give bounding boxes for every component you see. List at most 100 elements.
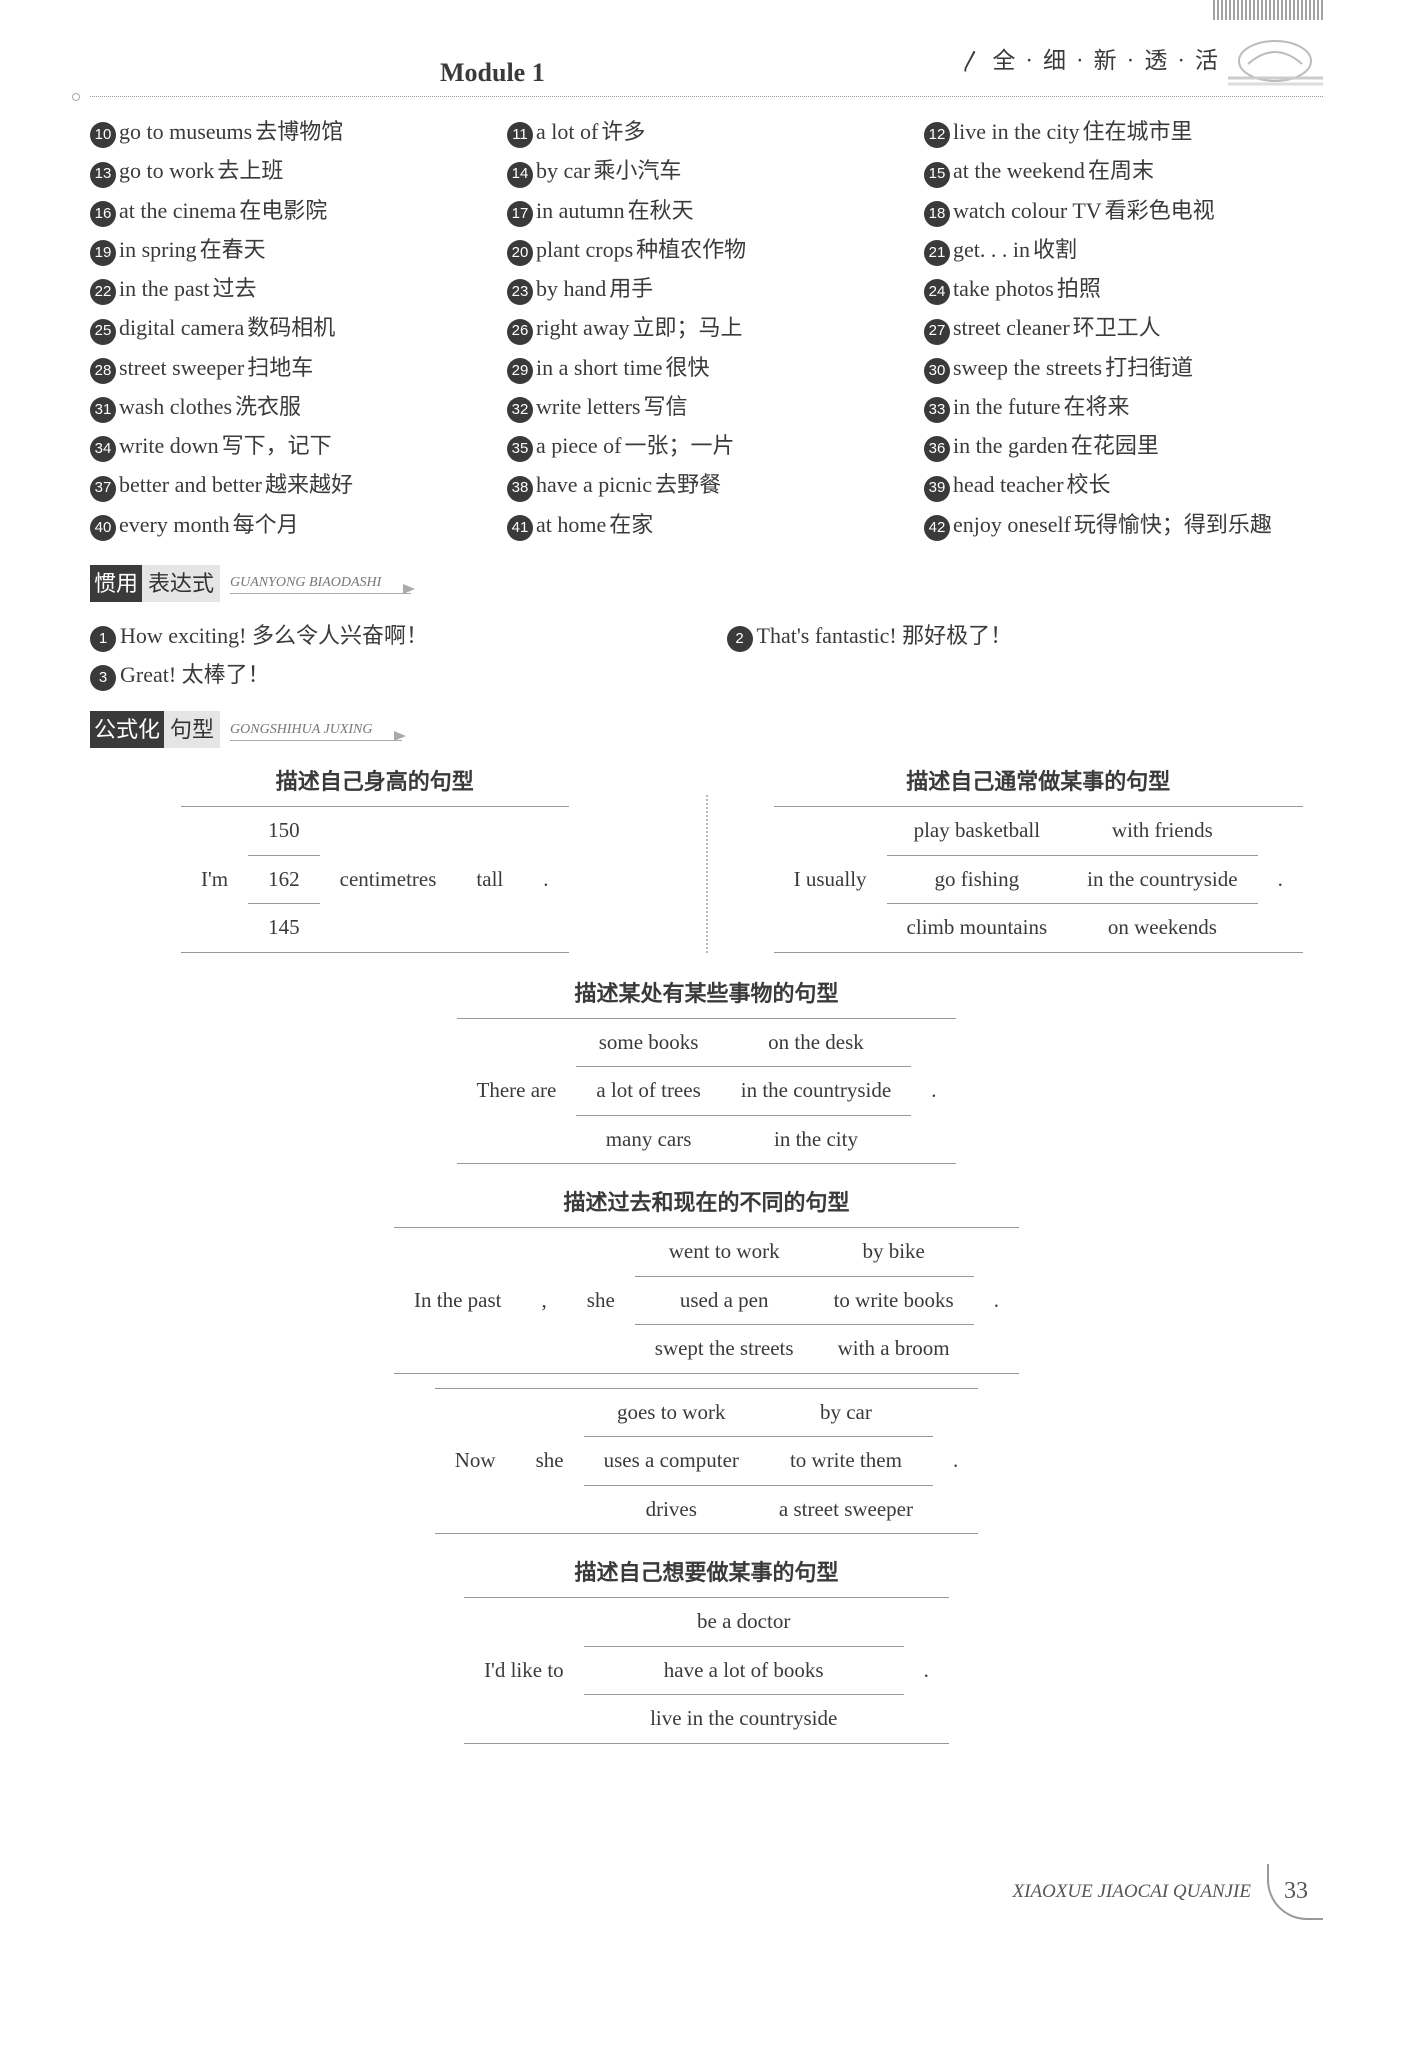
phrase-zh: 看彩色电视 — [1105, 194, 1215, 227]
phrase-en: every month — [119, 508, 230, 541]
phrase-item: 35a piece of 一张；一片 — [507, 429, 906, 462]
phrase-item: 15at the weekend 在周末 — [924, 154, 1323, 187]
phrase-en: get. . . in — [953, 233, 1030, 266]
phrase-zh: 数码相机 — [247, 311, 335, 344]
phrase-zh: 去上班 — [217, 154, 283, 187]
phrase-zh: 洗衣服 — [235, 390, 301, 423]
phrase-zh: 立即；马上 — [632, 311, 742, 344]
phrase-grid: 10go to museums 去博物馆11a lot of 许多12live … — [90, 115, 1323, 541]
phrase-number: 11 — [507, 122, 533, 148]
phrase-item: 40every month 每个月 — [90, 508, 489, 541]
phrase-en: at home — [536, 508, 606, 541]
phrase-en: in autumn — [536, 194, 625, 227]
phrase-number: 25 — [90, 319, 116, 345]
phrase-en: by hand — [536, 272, 606, 305]
phrase-en: in spring — [119, 233, 197, 266]
phrase-zh: 在周末 — [1088, 154, 1154, 187]
phrase-item: 32write letters 写信 — [507, 390, 906, 423]
phrase-zh: 在将来 — [1064, 390, 1130, 423]
phrase-zh: 在春天 — [200, 233, 266, 266]
phrase-item: 22in the past 过去 — [90, 272, 489, 305]
footer-pinyin: XIAOXUE JIAOCAI QUANJIE — [1013, 1878, 1251, 1907]
phrase-en: in the future — [953, 390, 1061, 423]
phrase-item: 17in autumn 在秋天 — [507, 194, 906, 227]
phrase-number: 22 — [90, 279, 116, 305]
phrase-en: watch colour TV — [953, 194, 1102, 227]
phrase-item: 12live in the city 住在城市里 — [924, 115, 1323, 148]
section-header-sentences: 公式化句型 GONGSHIHUA JUXING — [90, 711, 1323, 749]
phrase-en: right away — [536, 311, 629, 344]
phrase-zh: 去博物馆 — [255, 115, 343, 148]
phrase-number: 31 — [90, 397, 116, 423]
phrase-en: in a short time — [536, 351, 662, 384]
phrase-number: 38 — [507, 476, 533, 502]
sentence-like: 描述自己想要做某事的句型 I'd like to be a doctor . h… — [90, 1556, 1323, 1744]
phrase-number: 27 — [924, 319, 950, 345]
phrase-en: by car — [536, 154, 590, 187]
phrase-item: 34write down 写下，记下 — [90, 429, 489, 462]
phrase-item: 21get. . . in 收割 — [924, 233, 1323, 266]
phrase-item: 19in spring 在春天 — [90, 233, 489, 266]
sentence-height: 描述自己身高的句型 I'm 150 centimetres tall . 162… — [90, 765, 660, 953]
phrase-number: 33 — [924, 397, 950, 423]
phrase-en: better and better — [119, 468, 262, 501]
there-table: There are some books on the desk . a lot… — [457, 1018, 957, 1165]
phrase-zh: 乘小汽车 — [593, 154, 681, 187]
phrase-zh: 越来越好 — [265, 468, 353, 501]
phrase-number: 41 — [507, 515, 533, 541]
phrase-item: 28street sweeper 扫地车 — [90, 351, 489, 384]
phrase-en: go to work — [119, 154, 214, 187]
sentence-pair-row: 描述自己身高的句型 I'm 150 centimetres tall . 162… — [90, 765, 1323, 953]
now-table: Now she goes to work by car . uses a com… — [435, 1388, 978, 1535]
page-header: Module 1 〳 全· 细· 新· 透· 活 — [90, 30, 1323, 97]
corner-logo — [1228, 30, 1323, 92]
phrase-zh: 环卫工人 — [1073, 311, 1161, 344]
expr-text: How exciting! 多么令人兴奋啊！ — [120, 619, 428, 652]
phrase-zh: 写下，记下 — [222, 429, 332, 462]
barcode-icon — [1213, 0, 1323, 20]
phrase-en: a lot of — [536, 115, 598, 148]
page-footer: XIAOXUE JIAOCAI QUANJIE 33 — [90, 1864, 1323, 1920]
phrase-item: 16at the cinema 在电影院 — [90, 194, 489, 227]
phrase-item: 13go to work 去上班 — [90, 154, 489, 187]
phrase-number: 10 — [90, 122, 116, 148]
slash-icon: 〳 — [960, 45, 984, 78]
phrase-zh: 在家 — [609, 508, 653, 541]
phrase-en: a piece of — [536, 429, 622, 462]
module-title: Module 1 — [440, 53, 545, 92]
phrase-number: 19 — [90, 240, 116, 266]
phrase-number: 23 — [507, 279, 533, 305]
phrase-item: 41at home 在家 — [507, 508, 906, 541]
phrase-en: wash clothes — [119, 390, 232, 423]
phrase-number: 36 — [924, 436, 950, 462]
phrase-zh: 过去 — [212, 272, 256, 305]
phrase-en: take photos — [953, 272, 1054, 305]
phrase-en: write down — [119, 429, 219, 462]
phrase-number: 18 — [924, 201, 950, 227]
expression-item: 2That's fantastic! 那好极了！ — [727, 619, 1324, 652]
phrase-en: in the past — [119, 272, 209, 305]
phrase-number: 14 — [507, 162, 533, 188]
phrase-number: 15 — [924, 162, 950, 188]
section-header-expressions: 惯用表达式 GUANYONG BIAODASHI — [90, 565, 1323, 603]
expr-number: 3 — [90, 665, 116, 691]
phrase-en: have a picnic — [536, 468, 652, 501]
sentence-usually: 描述自己通常做某事的句型 I usually play basketball w… — [754, 765, 1324, 953]
height-table: I'm 150 centimetres tall . 162 145 — [181, 806, 569, 953]
phrase-item: 10go to museums 去博物馆 — [90, 115, 489, 148]
phrase-item: 25digital camera 数码相机 — [90, 311, 489, 344]
expr-text: That's fantastic! 那好极了！ — [757, 619, 1013, 652]
phrase-zh: 在秋天 — [628, 194, 694, 227]
tagline: 〳 全· 细· 新· 透· 活 — [960, 30, 1323, 92]
phrase-zh: 拍照 — [1057, 272, 1101, 305]
phrase-en: plant crops — [536, 233, 633, 266]
usually-table: I usually play basketball with friends .… — [774, 806, 1303, 953]
phrase-zh: 校长 — [1067, 468, 1111, 501]
phrase-item: 39head teacher 校长 — [924, 468, 1323, 501]
phrase-item: 26right away 立即；马上 — [507, 311, 906, 344]
phrase-item: 20plant crops 种植农作物 — [507, 233, 906, 266]
phrase-zh: 扫地车 — [247, 351, 313, 384]
expr-number: 1 — [90, 626, 116, 652]
phrase-number: 42 — [924, 515, 950, 541]
phrase-item: 18watch colour TV 看彩色电视 — [924, 194, 1323, 227]
